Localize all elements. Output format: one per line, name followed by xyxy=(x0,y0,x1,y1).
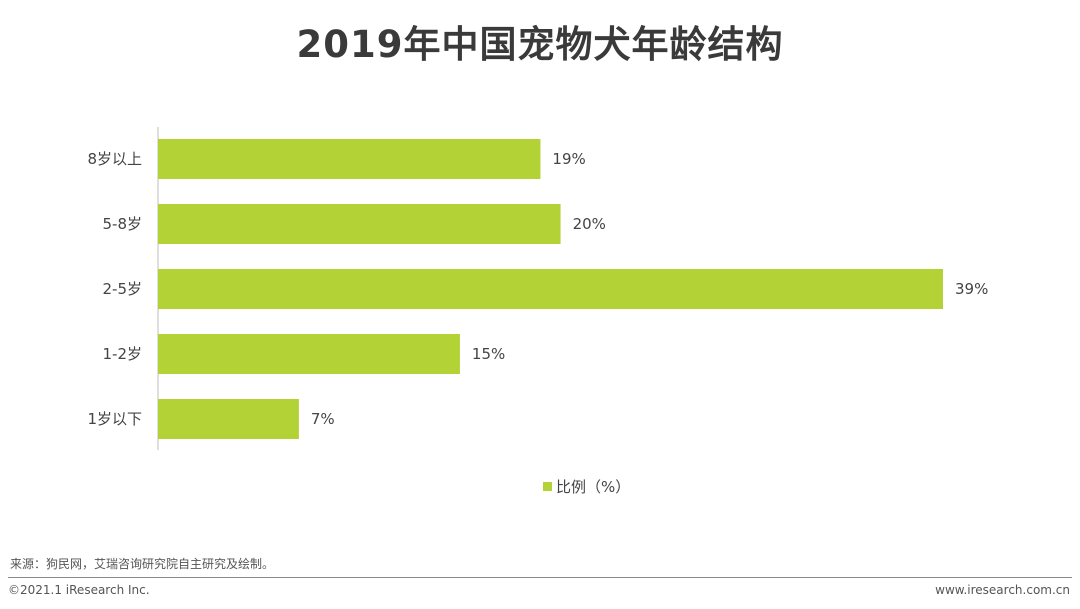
value-label-2: 39% xyxy=(955,280,988,298)
value-label-3: 15% xyxy=(472,345,505,363)
category-label-0: 8岁以上 xyxy=(87,150,142,168)
legend: 比例（%） xyxy=(543,476,630,497)
bar-1 xyxy=(158,204,561,244)
bar-3 xyxy=(158,334,460,374)
chart-title: 2019年中国宠物犬年龄结构 xyxy=(296,23,784,66)
category-label-3: 1-2岁 xyxy=(103,345,143,363)
category-label-4: 1岁以下 xyxy=(87,410,142,428)
value-label-1: 20% xyxy=(573,215,606,233)
bar-4 xyxy=(158,399,299,439)
category-label-2: 2-5岁 xyxy=(103,280,143,298)
bar-2 xyxy=(158,269,943,309)
value-label-4: 7% xyxy=(311,410,335,428)
copyright-text: ©2021.1 iResearch Inc. xyxy=(8,583,150,597)
category-label-1: 5-8岁 xyxy=(103,215,143,233)
bar-0 xyxy=(158,139,541,179)
legend-label: 比例（%） xyxy=(556,478,631,496)
footer-divider xyxy=(8,577,1072,578)
website-text: www.iresearch.com.cn xyxy=(935,583,1070,597)
value-label-0: 19% xyxy=(552,150,585,168)
bars-group: 8岁以上 19% 5-8岁 20% 2-5岁 39% 1-2岁 15% 1岁以下 7% xyxy=(87,139,988,439)
source-note: 来源：狗民网，艾瑞咨询研究院自主研究及绘制。 xyxy=(10,557,275,571)
legend-swatch xyxy=(543,482,552,491)
